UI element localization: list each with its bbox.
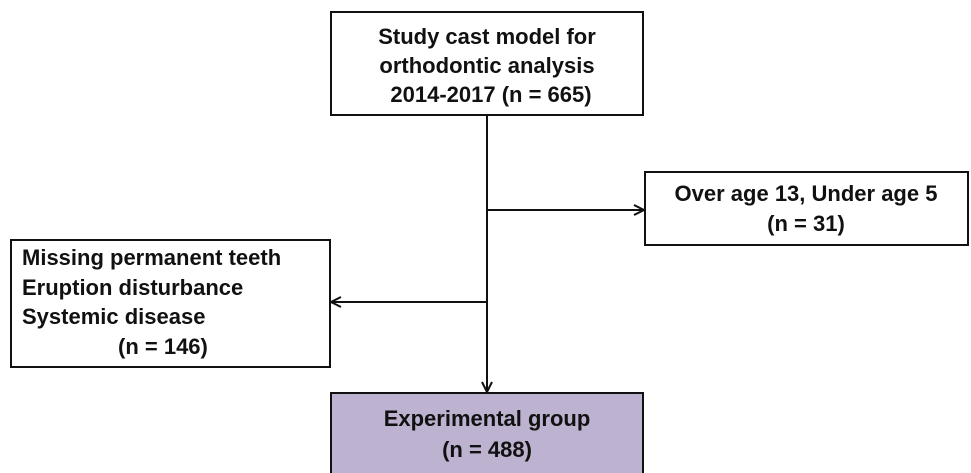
- box-text: (n = 31): [767, 211, 845, 236]
- box-text: orthodontic analysis: [379, 53, 594, 78]
- box-text: Eruption disturbance: [22, 275, 243, 300]
- box-text: 2014-2017 (n = 665): [390, 82, 591, 107]
- box-text: (n = 488): [442, 437, 532, 462]
- start-box: [330, 11, 644, 116]
- exclusion-box: [644, 171, 969, 246]
- box-text: Missing permanent teeth: [22, 245, 281, 270]
- result-box: [330, 392, 644, 473]
- box-text: Experimental group: [384, 406, 591, 431]
- exclusion-box: [10, 239, 331, 368]
- box-text: Systemic disease: [22, 304, 205, 329]
- box-text: (n = 146): [118, 334, 208, 359]
- box-text: Over age 13, Under age 5: [675, 181, 938, 206]
- box-text: Study cast model for: [378, 24, 596, 49]
